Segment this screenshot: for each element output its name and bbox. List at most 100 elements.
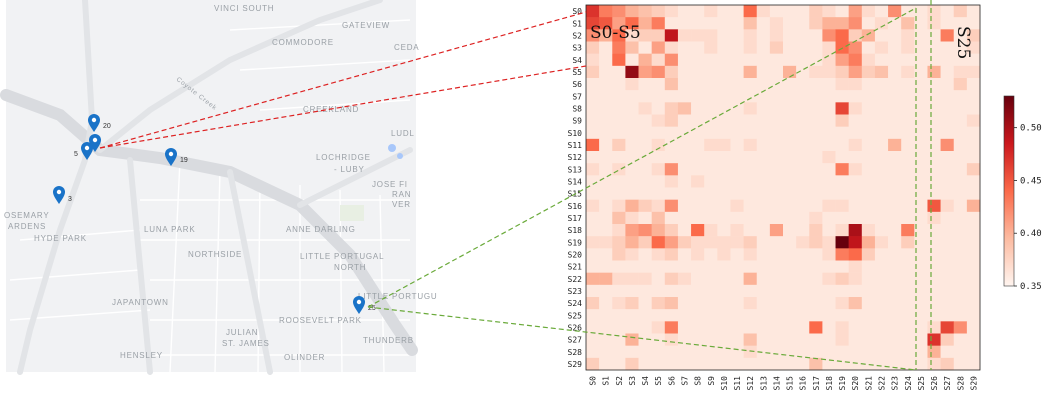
row-tick-label: S2 — [572, 31, 582, 40]
heatmap-cell — [664, 297, 679, 310]
heatmap-cell — [822, 17, 836, 30]
heatmap-cell — [586, 151, 600, 164]
row-tick-label: S21 — [568, 263, 583, 272]
sensor-pin-icon[interactable] — [89, 134, 101, 152]
heatmap-cell — [586, 53, 600, 67]
heatmap-cell — [743, 41, 758, 54]
heatmap-cell — [927, 357, 941, 371]
heatmap-cell — [874, 260, 889, 273]
heatmap-cell — [966, 260, 981, 273]
heatmap-cell — [586, 248, 600, 261]
heatmap-cell — [586, 236, 600, 249]
heatmap-cell — [861, 29, 876, 42]
heatmap-cell — [704, 102, 718, 115]
heatmap-cell — [927, 41, 941, 54]
heatmap-cell — [664, 309, 679, 322]
heatmap-cell — [835, 211, 849, 225]
heatmap-cell — [638, 78, 652, 91]
heatmap-cell — [730, 248, 744, 261]
sensor-pin-icon[interactable] — [88, 114, 100, 132]
map-roads — [17, 0, 413, 375]
heatmap-cell — [848, 309, 863, 322]
heatmap-cell — [940, 163, 955, 176]
heatmap-cell — [717, 114, 731, 127]
heatmap-cell — [691, 102, 705, 115]
heatmap-cell — [822, 211, 836, 225]
heatmap-cell — [730, 321, 744, 334]
heatmap-cell — [796, 333, 810, 346]
heatmap-cell — [783, 297, 797, 310]
heatmap-cell — [625, 284, 639, 298]
heatmap-cell — [914, 17, 928, 30]
heatmap-cell — [756, 297, 771, 310]
heatmap-cell — [743, 163, 758, 176]
heatmap-cell — [704, 65, 718, 79]
heatmap-cell — [677, 357, 692, 371]
heatmap-cell — [743, 236, 758, 249]
row-tick-label: S9 — [572, 117, 582, 126]
heatmap-cell — [783, 260, 797, 273]
sensor-pin-icon[interactable] — [353, 296, 365, 314]
heatmap-cell — [651, 163, 666, 176]
heatmap-cell — [848, 321, 863, 334]
heatmap-cell — [677, 236, 692, 249]
heatmap-cell — [717, 260, 731, 273]
heatmap-cell — [743, 211, 758, 225]
heatmap-cell — [848, 297, 863, 310]
heatmap-cell — [691, 321, 705, 334]
heatmap-cell — [651, 114, 666, 127]
heatmap-cell — [940, 90, 955, 103]
row-tick-label: S22 — [568, 275, 583, 284]
sensor-pin-icon[interactable] — [165, 148, 177, 166]
heatmap-cell — [953, 126, 968, 140]
sensor-pin-icon[interactable] — [81, 142, 93, 160]
col-tick-labels: S0 S1 S2 S3 S4 S5 S6 S7 S8 S9 S10 S11 S12 S13 S14 S15 S1… — [589, 376, 979, 391]
heatmap-cell — [638, 297, 652, 310]
heatmap-cell — [612, 199, 626, 213]
sensor-pin-icon[interactable] — [53, 186, 65, 204]
heatmap-cell — [756, 163, 771, 176]
heatmap-cell — [874, 163, 889, 176]
heatmap-cell — [783, 5, 797, 18]
heatmap-cell — [717, 163, 731, 176]
heatmap-cell — [743, 272, 758, 286]
heatmap-cell — [691, 65, 705, 79]
heatmap-cell — [874, 78, 889, 91]
heatmap-cell — [783, 199, 797, 213]
heatmap-cell — [822, 297, 836, 310]
heatmap-cell — [809, 309, 823, 322]
heatmap-cell — [717, 65, 731, 79]
heatmap-cell — [743, 17, 758, 30]
heatmap-cell — [874, 345, 889, 359]
heatmap-cell — [756, 114, 771, 127]
heatmap-cell — [901, 321, 915, 334]
heatmap-cell — [822, 114, 836, 127]
heatmap-cell — [796, 41, 810, 54]
heatmap-cell — [914, 284, 928, 298]
col-tick-label: S23 — [891, 376, 900, 391]
heatmap-cell — [888, 187, 902, 200]
heatmap-cell — [861, 309, 876, 322]
heatmap-cell — [664, 211, 679, 225]
heatmap-cell — [809, 357, 823, 371]
heatmap-cell — [940, 175, 955, 188]
heatmap-cell — [901, 29, 915, 42]
heatmap-cell — [756, 199, 771, 213]
heatmap-cell — [901, 345, 915, 359]
heatmap-cell — [874, 41, 889, 54]
heatmap-cell — [730, 345, 744, 359]
heatmap-cell — [664, 248, 679, 261]
heatmap-cell — [888, 345, 902, 359]
heatmap-cell — [769, 297, 784, 310]
heatmap-cell — [861, 163, 876, 176]
heatmap-cell — [704, 53, 718, 67]
heatmap-cell — [888, 272, 902, 286]
heatmap-cell — [822, 78, 836, 91]
heatmap-cell — [664, 53, 679, 67]
heatmap-cell — [586, 5, 600, 18]
heatmap-cell — [586, 17, 600, 30]
heatmap-cell — [835, 321, 849, 334]
heatmap-cell — [651, 333, 666, 346]
heatmap-cell — [953, 41, 968, 54]
heatmap-cell — [927, 284, 941, 298]
